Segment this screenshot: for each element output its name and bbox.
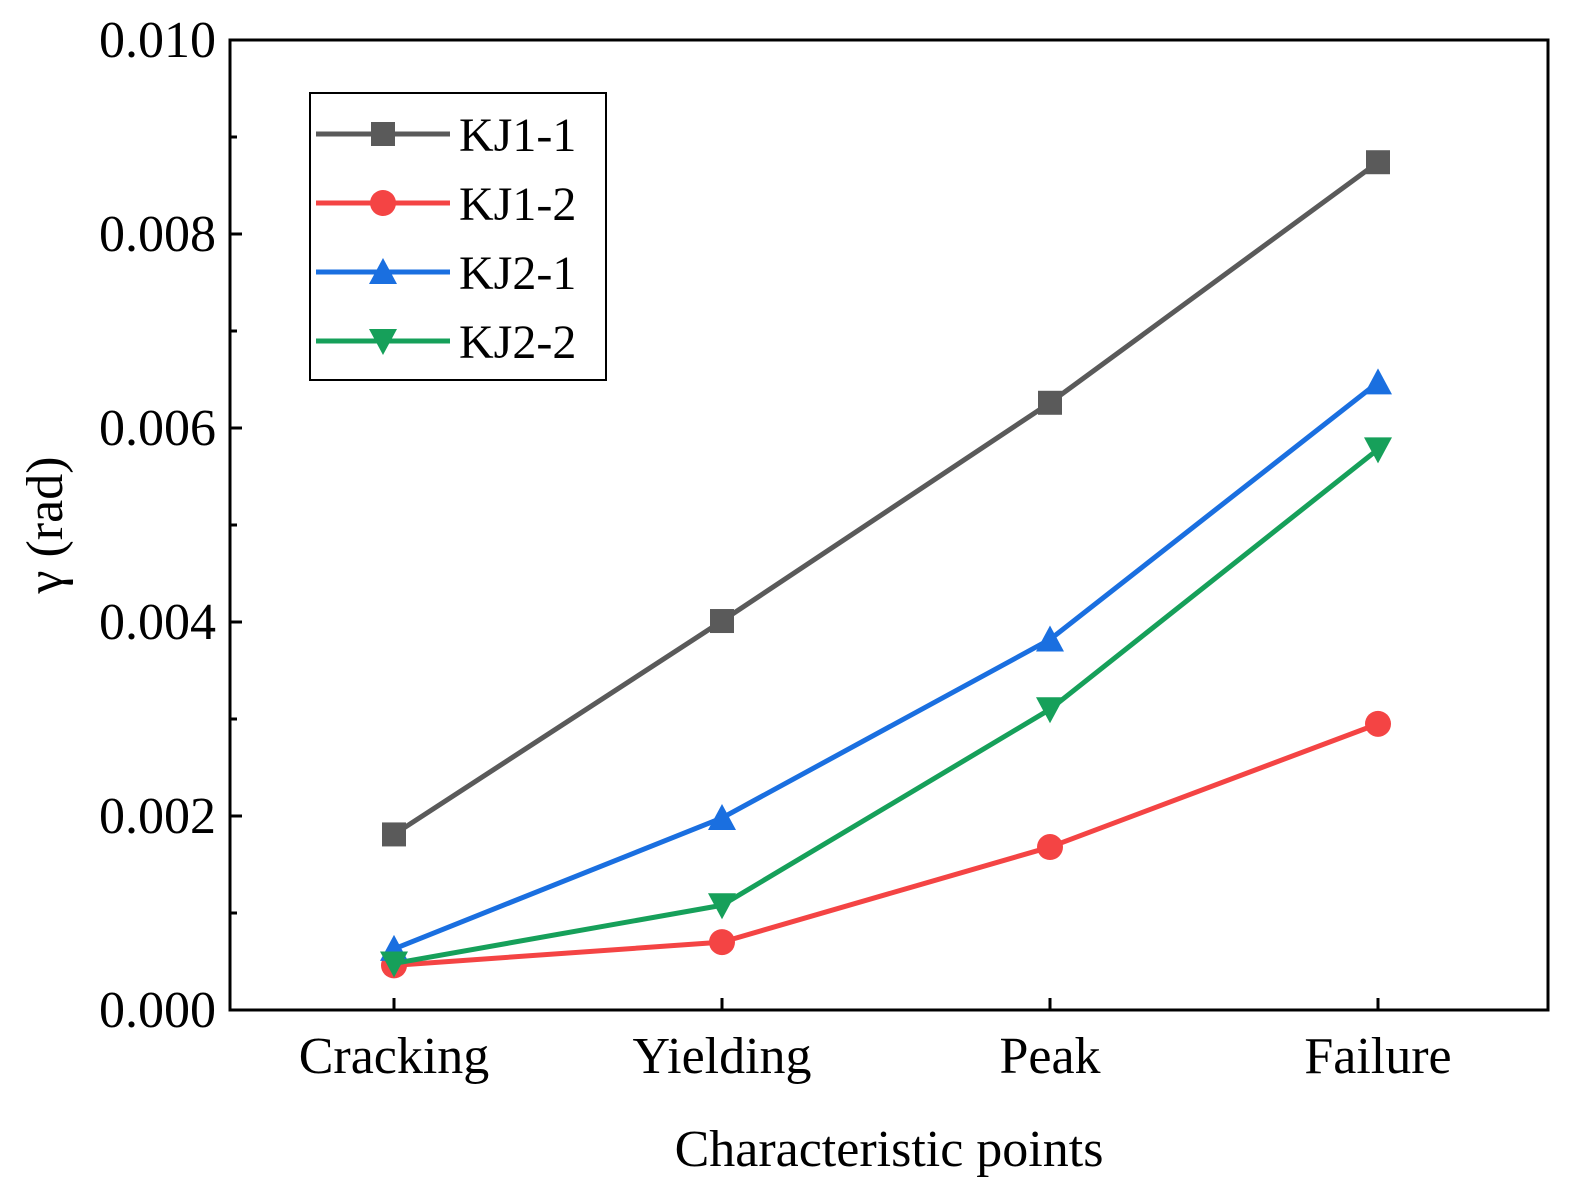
y-tick-label: 0.008 xyxy=(99,206,216,263)
data-point xyxy=(710,609,734,634)
series-layer xyxy=(380,150,1392,979)
data-point xyxy=(708,803,736,830)
data-point xyxy=(1366,150,1390,175)
data-point xyxy=(1364,437,1392,464)
y-axis-ticks: 0.000 0.002 0.004 0.006 0.008 0.010 xyxy=(99,12,242,1039)
series-line xyxy=(392,160,1380,837)
data-point xyxy=(382,822,406,847)
data-point xyxy=(1365,710,1391,737)
legend: KJ1-1 KJ1-2 KJ2-1 KJ2-2 xyxy=(309,92,607,381)
series-kj1-2 xyxy=(381,710,1391,979)
legend-item: KJ1-2 xyxy=(316,178,576,231)
x-tick-label: Cracking xyxy=(299,1028,490,1085)
legend-marker xyxy=(371,122,395,146)
legend-label: KJ1-2 xyxy=(459,178,576,231)
data-point xyxy=(1036,625,1064,652)
data-point xyxy=(1037,834,1063,861)
y-tick-label: 0.006 xyxy=(99,400,216,457)
series-kj2-1 xyxy=(380,368,1392,961)
y-axis-title: γ (rad) xyxy=(17,456,74,594)
x-axis-title: Characteristic points xyxy=(675,1121,1104,1178)
legend-marker xyxy=(370,190,396,216)
data-point xyxy=(1364,368,1392,395)
x-tick-label: Failure xyxy=(1304,1028,1451,1085)
legend-box xyxy=(309,92,607,381)
y-tick-label: 0.004 xyxy=(99,594,216,651)
y-tick-label: 0.010 xyxy=(99,12,216,69)
series-line xyxy=(393,380,1380,952)
legend-label: KJ1-1 xyxy=(459,109,576,162)
legend-label: KJ2-2 xyxy=(459,316,576,369)
data-point xyxy=(1038,390,1062,415)
series-kj2-2 xyxy=(380,437,1392,978)
legend-item: KJ1-1 xyxy=(316,109,576,162)
legend-marker xyxy=(369,329,397,355)
legend-item: KJ2-1 xyxy=(316,247,576,300)
data-point xyxy=(709,929,735,956)
x-tick-label: Peak xyxy=(999,1028,1100,1085)
legend-marker xyxy=(369,258,397,284)
x-tick-label: Yielding xyxy=(632,1028,811,1085)
data-point xyxy=(708,893,736,920)
data-point xyxy=(1036,697,1064,724)
legend-label: KJ2-1 xyxy=(459,247,576,300)
series-kj1-1 xyxy=(382,150,1390,847)
series-line xyxy=(393,447,1380,966)
legend-item: KJ2-2 xyxy=(316,316,576,369)
y-tick-label: 0.002 xyxy=(99,788,216,845)
data-point xyxy=(380,951,408,978)
x-axis-ticks: Cracking Yielding Peak Failure xyxy=(299,998,1452,1085)
series-line xyxy=(393,721,1379,968)
y-tick-label: 0.000 xyxy=(99,982,216,1039)
